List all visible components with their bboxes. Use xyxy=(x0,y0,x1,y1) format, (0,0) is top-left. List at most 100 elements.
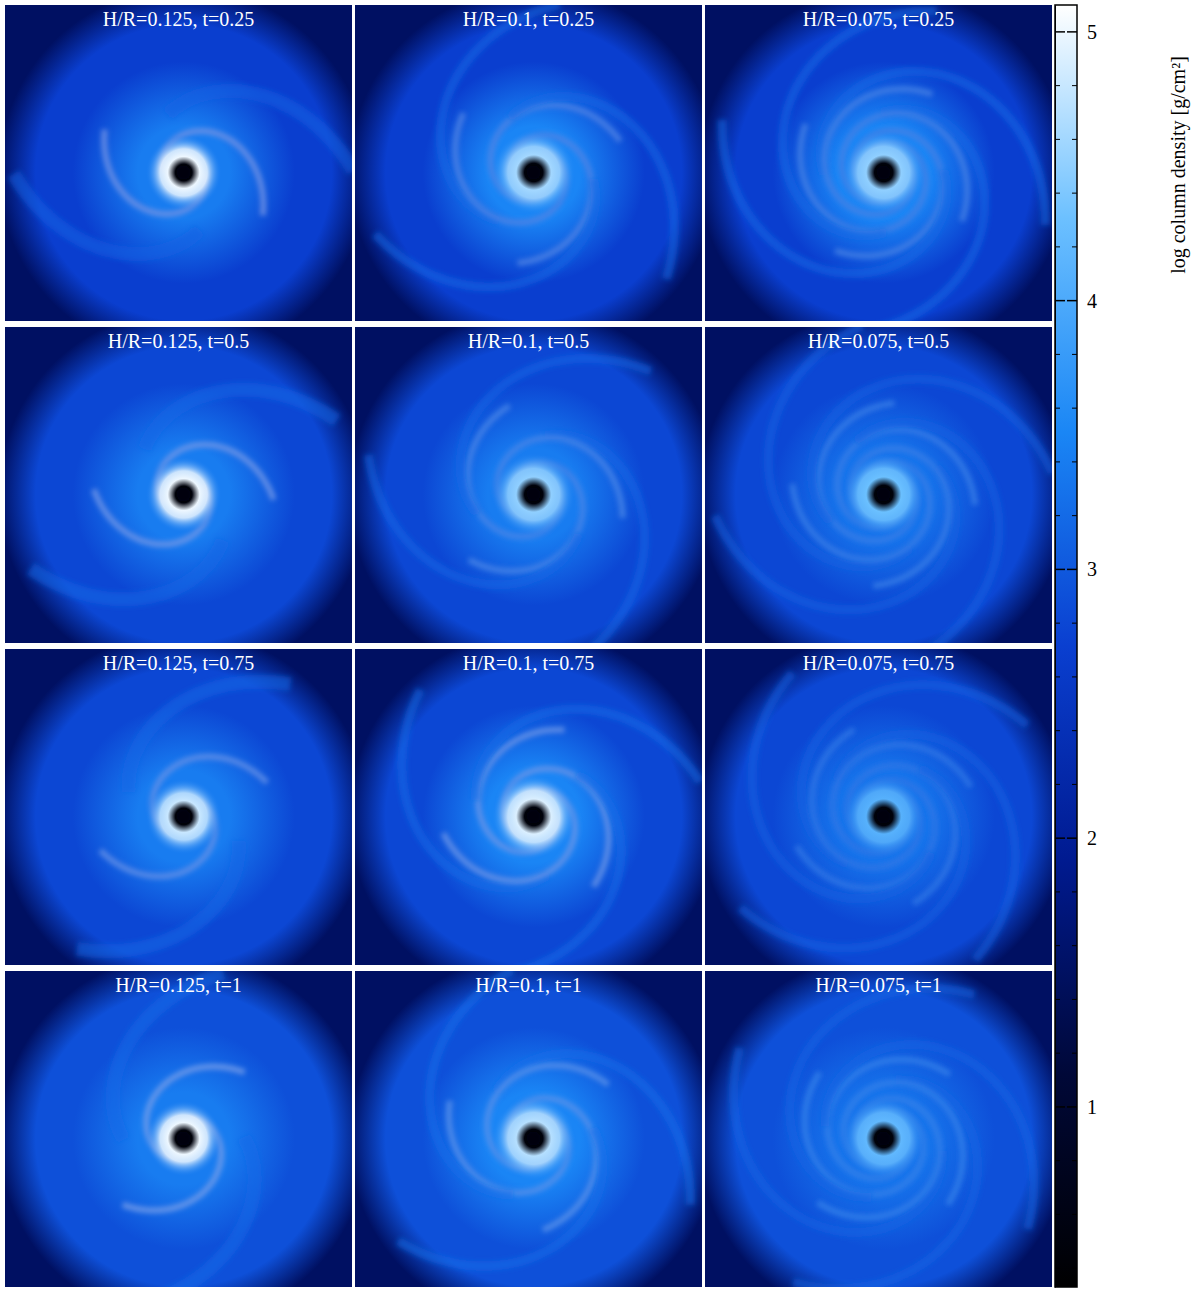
panel-image xyxy=(355,971,702,1287)
ring xyxy=(492,131,576,215)
panel: H/R=0.1, t=0.5 xyxy=(349,309,719,679)
major-tick xyxy=(1055,300,1065,302)
panel-title: H/R=0.125, t=0.25 xyxy=(103,8,254,30)
major-tick xyxy=(1067,569,1077,571)
ring xyxy=(146,778,222,854)
disk xyxy=(355,327,702,643)
hole xyxy=(527,487,541,501)
tick: 1 xyxy=(1055,1096,1097,1118)
panel: H/R=0.125, t=1 xyxy=(0,953,369,1289)
ring xyxy=(842,775,926,859)
tick-label: 4 xyxy=(1087,290,1097,312)
minor-tick xyxy=(1072,461,1077,462)
panel: H/R=0.125, t=0.5 xyxy=(0,309,369,679)
minor-tick xyxy=(1072,1214,1077,1215)
major-tick xyxy=(1067,1106,1077,1108)
ring xyxy=(146,1100,222,1176)
panel-title: H/R=0.1, t=0.5 xyxy=(468,330,589,352)
minor-tick xyxy=(1072,784,1077,785)
disk xyxy=(705,649,1052,965)
panel-image xyxy=(705,649,1052,965)
outer-arm xyxy=(77,841,239,951)
major-tick xyxy=(1055,837,1065,839)
outer-arm xyxy=(752,673,932,899)
panel-image xyxy=(5,649,352,965)
hole xyxy=(877,1131,891,1145)
minor-tick xyxy=(1072,676,1077,677)
colorbar-label: log column density [g/cm²] xyxy=(1167,56,1190,274)
panel: H/R=0.075, t=0.25 xyxy=(699,0,1069,357)
minor-tick xyxy=(1072,999,1077,1000)
ring xyxy=(842,1097,926,1181)
colorbar-scale xyxy=(1055,5,1077,1287)
panel-title: H/R=0.1, t=0.75 xyxy=(463,652,594,674)
tick-label: 2 xyxy=(1087,827,1097,849)
minor-tick xyxy=(1072,730,1077,731)
disk xyxy=(5,5,352,321)
ring xyxy=(842,453,926,537)
panel-title: H/R=0.075, t=0.75 xyxy=(803,652,954,674)
ring xyxy=(492,1097,576,1181)
major-tick xyxy=(1055,569,1065,571)
hole xyxy=(877,487,891,501)
panel: H/R=0.1, t=1 xyxy=(349,953,719,1289)
colorbar-axis: 1 2 3 4 5 xyxy=(1055,6,1097,1288)
disk xyxy=(5,649,352,965)
hole xyxy=(177,165,191,179)
minor-tick xyxy=(1072,945,1077,946)
panel-image xyxy=(355,5,702,321)
hole xyxy=(527,809,541,823)
panel-image xyxy=(705,327,1052,643)
tick-label: 3 xyxy=(1087,558,1097,580)
hole xyxy=(527,165,541,179)
panel-image xyxy=(355,649,702,965)
hole xyxy=(877,809,891,823)
panel-image xyxy=(5,971,352,1287)
ring xyxy=(146,134,222,210)
panel-title: H/R=0.075, t=1 xyxy=(815,974,941,996)
minor-tick xyxy=(1072,623,1077,624)
disk xyxy=(5,327,352,643)
tick-label: 1 xyxy=(1087,1096,1097,1118)
minor-tick xyxy=(1072,193,1077,194)
outer-arm xyxy=(144,390,336,449)
outer-arm xyxy=(129,682,291,792)
disk xyxy=(5,971,352,1287)
tick-label: 5 xyxy=(1087,21,1097,43)
minor-tick xyxy=(1072,1053,1077,1054)
panel-title: H/R=0.1, t=1 xyxy=(475,974,581,996)
panel-title: H/R=0.075, t=0.25 xyxy=(803,8,954,30)
minor-tick xyxy=(1072,139,1077,140)
minor-tick xyxy=(1072,85,1077,86)
panel-title: H/R=0.075, t=0.5 xyxy=(808,330,949,352)
tick: 5 xyxy=(1055,21,1097,43)
panel: H/R=0.1, t=0.25 xyxy=(349,0,719,357)
ring xyxy=(842,131,926,215)
disk xyxy=(705,5,1052,321)
ring xyxy=(492,453,576,537)
outer-arm xyxy=(31,540,223,599)
panel-image xyxy=(705,971,1052,1287)
panel-title: H/R=0.125, t=0.5 xyxy=(108,330,249,352)
panel: H/R=0.075, t=0.5 xyxy=(699,309,1069,679)
hole xyxy=(177,1131,191,1145)
panel-image xyxy=(5,5,352,321)
figure: H/R=0.125, t=0.25 H/R=0.1, t=0.25 H/R=0.07… xyxy=(0,0,1192,1289)
outer-arm xyxy=(825,1045,1034,1230)
minor-tick xyxy=(1072,246,1077,247)
major-tick xyxy=(1067,837,1077,839)
minor-tick xyxy=(1072,408,1077,409)
panel-image xyxy=(5,327,352,643)
hole xyxy=(177,487,191,501)
hole xyxy=(527,1131,541,1145)
panel: H/R=0.125, t=0.25 xyxy=(0,0,369,357)
panel: H/R=0.125, t=0.75 xyxy=(0,631,369,1001)
panel-title: H/R=0.125, t=0.75 xyxy=(103,652,254,674)
panel-image xyxy=(355,327,702,643)
panel: H/R=0.075, t=0.75 xyxy=(699,631,1069,1001)
major-tick xyxy=(1067,300,1077,302)
minor-tick xyxy=(1072,354,1077,355)
panel: H/R=0.075, t=1 xyxy=(699,953,1069,1289)
colorbar-axis-line xyxy=(1055,6,1056,1288)
tick: 4 xyxy=(1055,290,1097,312)
